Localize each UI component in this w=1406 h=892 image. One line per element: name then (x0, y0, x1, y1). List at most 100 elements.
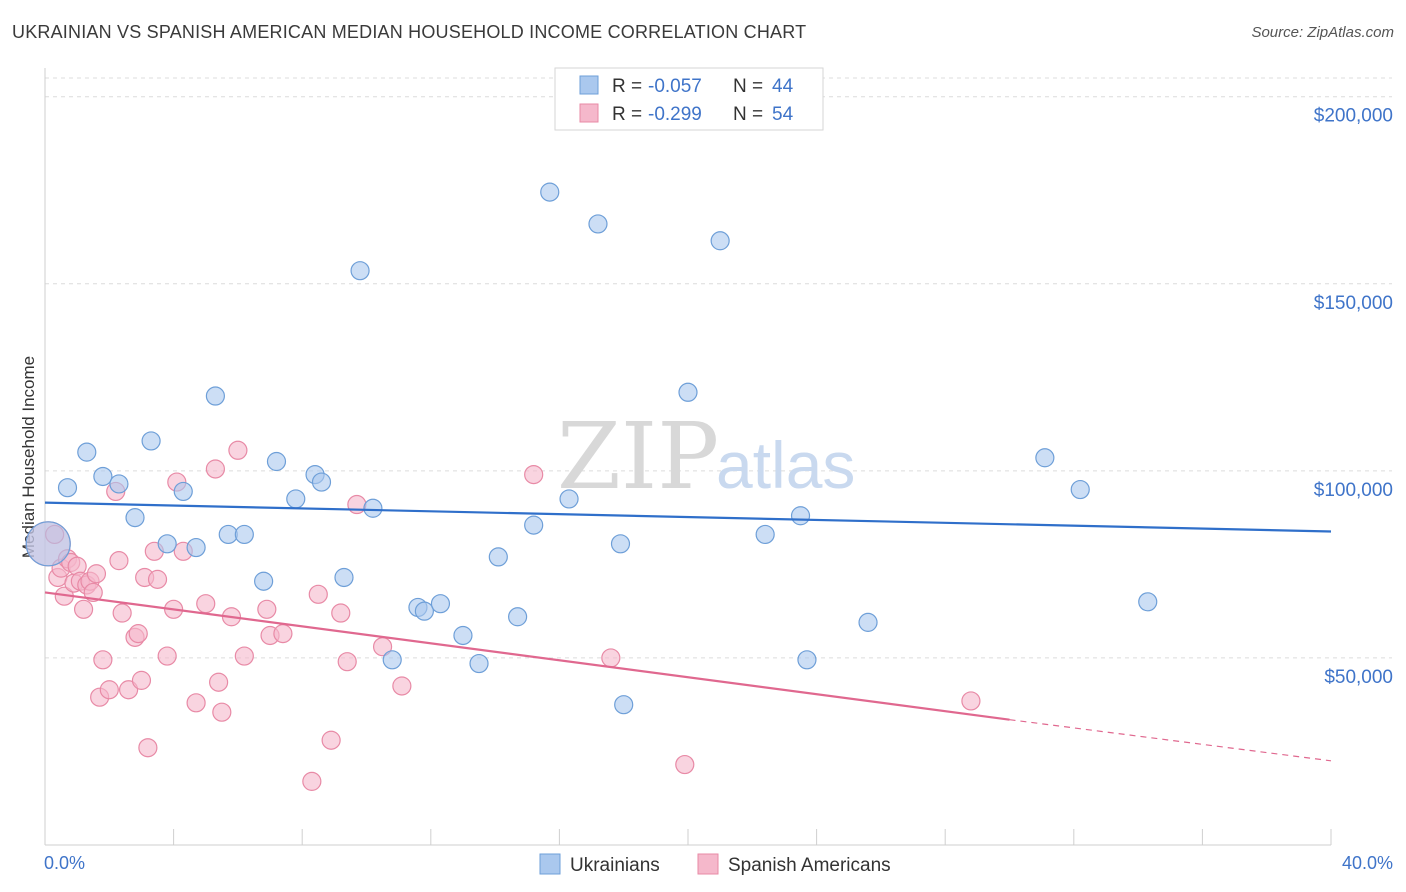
spanish-american-point[interactable] (196, 594, 216, 614)
watermark-zip: ZIP (557, 403, 719, 510)
ukrainian-point[interactable] (234, 524, 254, 545)
ukrainian-point[interactable] (57, 478, 78, 498)
x-tick-label: 40.0% (1342, 853, 1393, 873)
series-legend: Ukrainians Spanish Americans (539, 853, 891, 876)
ukrainian-point[interactable] (363, 498, 383, 518)
ukrainian-point[interactable] (334, 567, 354, 588)
spanish-american-point[interactable] (209, 672, 229, 692)
spanish-american-point[interactable] (147, 569, 168, 589)
ukrainian-point[interactable] (488, 547, 508, 567)
series-legend-label-ukrainians[interactable]: Ukrainians (570, 855, 660, 876)
spanish-american-point[interactable] (601, 648, 621, 668)
spanish-american-point[interactable] (337, 652, 357, 672)
source-label: Source: ZipAtlas.com (1251, 24, 1394, 41)
ukrainian-point[interactable] (469, 653, 489, 674)
ukrainian-point[interactable] (93, 466, 113, 487)
ukrainian-point[interactable] (430, 594, 451, 614)
ukrainian-point[interactable] (286, 489, 306, 509)
ukrainian-point[interactable] (311, 472, 332, 492)
spanish-american-point[interactable] (392, 676, 412, 696)
legend-n-label: N = (733, 76, 763, 97)
ukrainian-point[interactable] (205, 386, 225, 406)
ukrainian-point[interactable] (614, 695, 634, 715)
spanish-american-point[interactable] (118, 680, 139, 700)
spanish-american-point[interactable] (112, 603, 132, 623)
spanish-american-point[interactable] (205, 459, 225, 479)
ukrainian-point[interactable] (350, 261, 370, 281)
legend-r-value: -0.299 (648, 104, 702, 125)
ukrainian-point[interactable] (508, 607, 528, 627)
ukrainian-points (25, 182, 1158, 715)
spanish-american-point[interactable] (109, 551, 129, 571)
ukrainian-point[interactable] (453, 625, 473, 646)
ukrainian-point[interactable] (1035, 448, 1055, 468)
legend-swatch-pink (579, 103, 599, 123)
legend-n-value: 54 (772, 104, 794, 125)
ukrainian-point[interactable] (858, 612, 878, 632)
spanish-american-point[interactable] (212, 702, 232, 722)
legend-box (554, 67, 824, 131)
ukrainian-point[interactable] (254, 571, 274, 591)
ukrainian-point[interactable] (790, 506, 811, 526)
spanish-american-point[interactable] (93, 650, 113, 670)
spanish-american-point[interactable] (524, 464, 544, 485)
ukrainian-point[interactable] (414, 601, 434, 621)
spanish-american-point[interactable] (73, 599, 94, 619)
ukrainian-point[interactable] (678, 382, 698, 402)
ukrainian-point[interactable] (173, 481, 193, 502)
ukrainian-point[interactable] (540, 182, 560, 202)
spanish-american-point[interactable] (308, 584, 328, 604)
spanish-american-point[interactable] (128, 624, 148, 644)
spanish-american-point[interactable] (321, 730, 341, 750)
ukrainian-point[interactable] (1138, 592, 1158, 612)
series-legend-swatch-ukrainians[interactable] (539, 853, 561, 875)
legend-n-value: 44 (772, 76, 794, 97)
series-legend-label-spanish-americans[interactable]: Spanish Americans (728, 855, 891, 876)
spanish-american-point[interactable] (257, 599, 277, 619)
ukrainian-point[interactable] (109, 474, 129, 494)
spanish-american-trendline-extension (1009, 719, 1332, 762)
ukrainian-point[interactable] (125, 508, 145, 528)
x-tick-labels: 0.0% 40.0% (44, 829, 1393, 873)
spanish-american-point[interactable] (138, 738, 158, 758)
spanish-american-trendline (44, 591, 1010, 721)
spanish-american-point[interactable] (83, 582, 103, 603)
ukrainian-point[interactable] (710, 231, 730, 251)
spanish-american-point[interactable] (99, 680, 119, 700)
ukrainian-point[interactable] (186, 537, 206, 558)
spanish-american-point[interactable] (186, 693, 206, 713)
spanish-american-point[interactable] (228, 440, 248, 460)
ukrainian-point[interactable] (157, 534, 177, 554)
spanish-american-point[interactable] (302, 771, 322, 791)
y-axis-label: Median Household Income (19, 356, 38, 558)
watermark-atlas: atlas (716, 428, 855, 502)
ukrainian-point[interactable] (218, 524, 238, 545)
ukrainian-point[interactable] (524, 515, 544, 535)
spanish-american-point[interactable] (675, 754, 695, 775)
spanish-american-point[interactable] (131, 670, 152, 690)
y-tick-label: $50,000 (1324, 667, 1393, 688)
ukrainian-point[interactable] (1070, 479, 1090, 500)
ukrainian-point[interactable] (382, 650, 402, 670)
spanish-american-point[interactable] (961, 691, 981, 711)
ukrainian-point[interactable] (25, 521, 71, 567)
gridlines (45, 77, 1392, 659)
spanish-american-point[interactable] (234, 646, 254, 666)
watermark: ZIP atlas (557, 403, 855, 510)
ukrainian-point[interactable] (266, 451, 287, 472)
ukrainian-point[interactable] (755, 524, 775, 545)
ukrainian-point[interactable] (797, 650, 817, 670)
ukrainian-point[interactable] (559, 489, 579, 509)
spanish-american-point[interactable] (273, 624, 293, 644)
spanish-american-point[interactable] (86, 564, 107, 584)
ukrainian-point[interactable] (588, 214, 608, 234)
spanish-american-point[interactable] (331, 603, 351, 623)
ukrainian-point[interactable] (141, 431, 161, 451)
series-legend-swatch-spanish-americans[interactable] (697, 853, 719, 875)
legend-r-label: R = (612, 104, 642, 125)
correlation-legend: R = -0.057 N = 44 R = -0.299 N = 54 (554, 67, 824, 131)
ukrainian-point[interactable] (77, 442, 97, 462)
spanish-american-point[interactable] (157, 646, 177, 666)
ukrainian-point[interactable] (610, 534, 631, 554)
